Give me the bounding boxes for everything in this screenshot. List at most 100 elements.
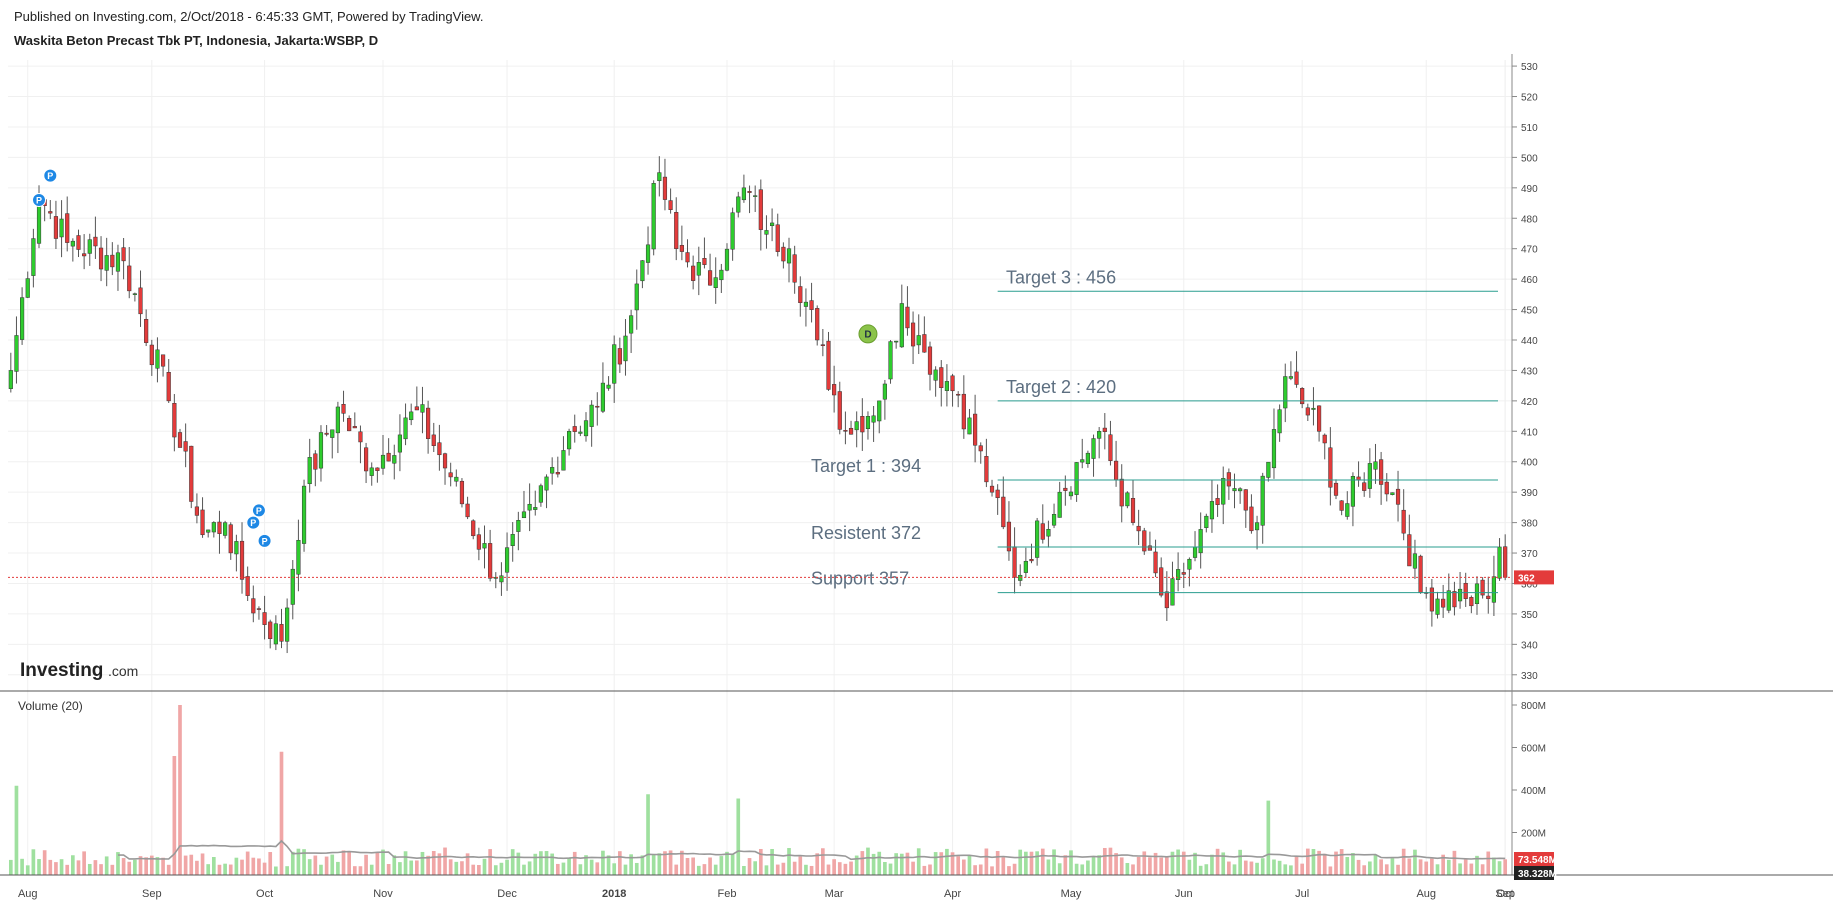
candle-up — [397, 434, 403, 453]
candle-up — [70, 240, 75, 247]
candle-down — [674, 212, 679, 249]
volume-bar-down — [1317, 850, 1321, 875]
volume-bar-down — [352, 866, 357, 875]
volume-bar-up — [1232, 864, 1237, 875]
candle-up — [1446, 590, 1451, 611]
candle-down — [48, 211, 53, 214]
candle-up — [538, 485, 543, 503]
candle-up — [380, 454, 386, 469]
candle-up — [307, 457, 312, 485]
volume-bar-up — [945, 848, 949, 875]
volume-bar-up — [606, 855, 611, 875]
candle-down — [781, 246, 786, 262]
candle-down — [1136, 525, 1141, 532]
candle-up — [510, 534, 515, 546]
candle-up — [741, 187, 746, 201]
volume-bar-up — [1492, 857, 1496, 875]
time-tick-label: Aug — [18, 888, 38, 900]
volume-bar-down — [680, 850, 684, 875]
price-tick-label: 490 — [1521, 184, 1538, 195]
candle-up — [1254, 522, 1260, 531]
candle-down — [471, 520, 476, 537]
volume-bar-down — [1441, 854, 1445, 875]
candle-down — [1294, 371, 1299, 385]
candle-down — [431, 434, 436, 446]
candle-down — [832, 384, 837, 396]
candle-down — [149, 344, 154, 366]
price-tick-label: 420 — [1521, 397, 1538, 408]
volume-bar-down — [950, 852, 955, 875]
candle-up — [504, 547, 510, 573]
candle-down — [572, 426, 577, 432]
volume-bar-up — [1086, 860, 1090, 875]
price-tick-label: 330 — [1521, 671, 1538, 682]
candle-up — [533, 507, 538, 510]
time-tick-label: Nov — [373, 888, 393, 900]
candle-up — [1057, 491, 1062, 518]
volume-bar-down — [990, 866, 994, 875]
candle-down — [262, 612, 267, 625]
time-tick-label: Mar — [825, 888, 844, 900]
volume-bar-down — [781, 862, 786, 875]
volume-bar-down — [48, 859, 53, 875]
volume-bar-down — [183, 855, 188, 875]
volume-bar-down — [1153, 852, 1158, 875]
price-tick-label: 350 — [1521, 610, 1538, 621]
volume-bar-down — [849, 861, 853, 875]
volume-bar-down — [1469, 863, 1474, 875]
candle-up — [1266, 461, 1271, 478]
time-tick-label: Jun — [1175, 888, 1193, 900]
candle-down — [922, 334, 927, 353]
candle-up — [645, 244, 651, 263]
candle-down — [1395, 488, 1401, 505]
volume-bar-down — [1430, 858, 1434, 875]
price-tick-label: 500 — [1521, 153, 1538, 164]
marker-letter: P — [250, 518, 256, 528]
candle-up — [882, 383, 887, 400]
candle-up — [1390, 492, 1395, 495]
candle-up — [521, 511, 527, 519]
volume-bar-down — [347, 852, 351, 875]
candle-up — [1238, 488, 1243, 492]
time-tick-label: Dec — [497, 888, 517, 900]
candle-up — [104, 255, 109, 271]
volume-bar-up — [1289, 865, 1293, 875]
candle-down — [437, 442, 442, 456]
candle-up — [550, 467, 555, 474]
candle-up — [499, 575, 504, 583]
price-tick-label: 360 — [1521, 579, 1538, 590]
candle-up — [612, 344, 617, 384]
volume-bar-down — [995, 851, 1000, 875]
volume-bar-down — [364, 854, 368, 875]
volume-bar-up — [1052, 849, 1056, 875]
candle-up — [25, 278, 30, 298]
volume-bar-down — [1142, 851, 1147, 875]
candle-down — [375, 467, 380, 471]
volume-bar-up — [87, 863, 92, 875]
volume-bar-down — [1356, 859, 1361, 875]
candle-up — [736, 196, 741, 213]
candle-down — [364, 447, 369, 472]
candle-up — [516, 520, 521, 532]
candle-down — [1012, 546, 1017, 578]
volume-bar-up — [533, 853, 538, 875]
volume-bar-down — [460, 861, 464, 875]
volume-bar-down — [1012, 863, 1017, 875]
volume-bar-down — [1305, 848, 1310, 875]
candle-down — [950, 375, 955, 392]
candle-up — [888, 341, 893, 380]
last-price-label: 362 — [1518, 573, 1535, 584]
candle-down — [166, 372, 171, 402]
volume-bar-up — [1255, 862, 1259, 875]
volume-bar-down — [922, 865, 927, 875]
candle-down — [978, 445, 983, 452]
volume-bar-down — [1114, 853, 1118, 875]
volume-bar-up — [719, 856, 724, 875]
candle-up — [1271, 429, 1277, 469]
volume-bar-up — [1193, 852, 1197, 875]
candle-up — [1283, 376, 1288, 409]
candle-down — [1215, 498, 1220, 505]
volume-bar-down — [826, 864, 831, 875]
volume-bar-down — [1131, 864, 1135, 875]
